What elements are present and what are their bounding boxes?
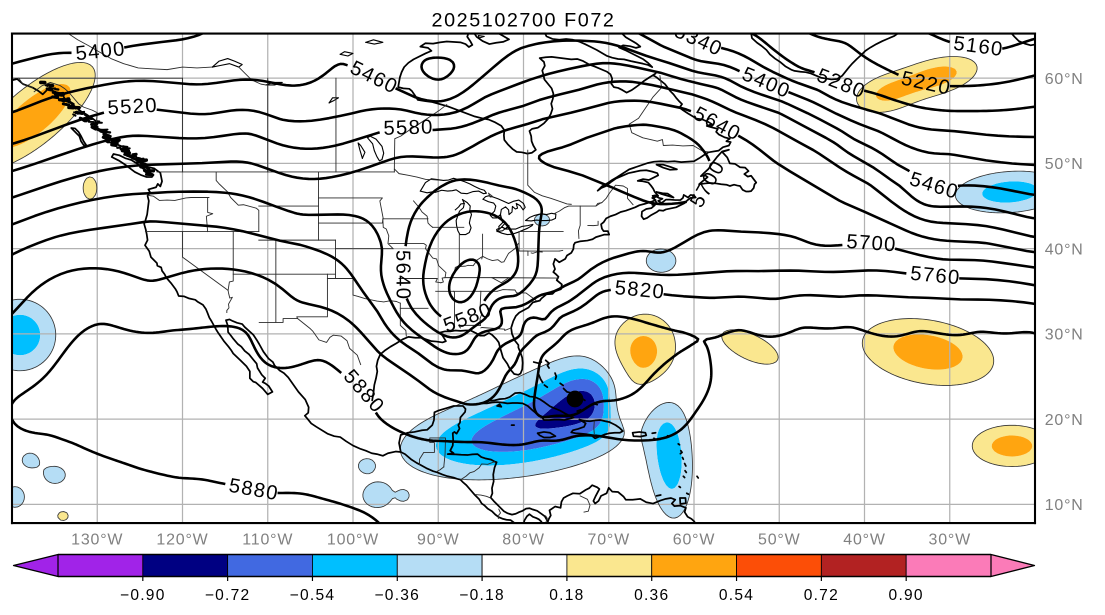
- svg-text:−0.18: −0.18: [459, 587, 505, 604]
- svg-text:−0.72: −0.72: [205, 587, 251, 604]
- svg-text:50°N: 50°N: [1045, 156, 1084, 173]
- svg-text:10°N: 10°N: [1045, 497, 1084, 514]
- svg-text:5520: 5520: [107, 95, 158, 120]
- svg-text:110°W: 110°W: [242, 531, 293, 548]
- svg-text:5820: 5820: [614, 277, 666, 304]
- svg-text:100°W: 100°W: [327, 531, 379, 548]
- svg-text:0.36: 0.36: [634, 587, 669, 604]
- svg-text:40°W: 40°W: [843, 531, 886, 548]
- svg-text:50°W: 50°W: [758, 531, 801, 548]
- svg-text:−0.90: −0.90: [120, 587, 166, 604]
- svg-text:120°W: 120°W: [156, 531, 208, 548]
- svg-text:60°N: 60°N: [1045, 71, 1084, 88]
- svg-text:30°N: 30°N: [1045, 327, 1084, 344]
- svg-text:−0.36: −0.36: [374, 587, 420, 604]
- svg-text:0.90: 0.90: [889, 587, 924, 604]
- svg-text:70°W: 70°W: [588, 531, 631, 548]
- svg-text:5580: 5580: [383, 116, 434, 139]
- svg-text:0.18: 0.18: [549, 587, 584, 604]
- svg-text:90°W: 90°W: [417, 531, 460, 548]
- svg-text:5700: 5700: [846, 231, 898, 256]
- svg-text:30°W: 30°W: [929, 531, 972, 548]
- svg-text:60°W: 60°W: [673, 531, 716, 548]
- svg-text:20°N: 20°N: [1045, 412, 1084, 429]
- svg-text:80°W: 80°W: [502, 531, 545, 548]
- svg-text:−0.54: −0.54: [290, 587, 336, 604]
- svg-text:5400: 5400: [74, 38, 126, 65]
- svg-text:0.72: 0.72: [804, 587, 839, 604]
- svg-text:5760: 5760: [909, 263, 961, 290]
- svg-text:5640: 5640: [391, 250, 413, 300]
- svg-text:0.54: 0.54: [719, 587, 754, 604]
- svg-text:2025102700 F072: 2025102700 F072: [432, 10, 616, 32]
- svg-text:130°W: 130°W: [71, 531, 123, 548]
- svg-text:40°N: 40°N: [1045, 241, 1084, 258]
